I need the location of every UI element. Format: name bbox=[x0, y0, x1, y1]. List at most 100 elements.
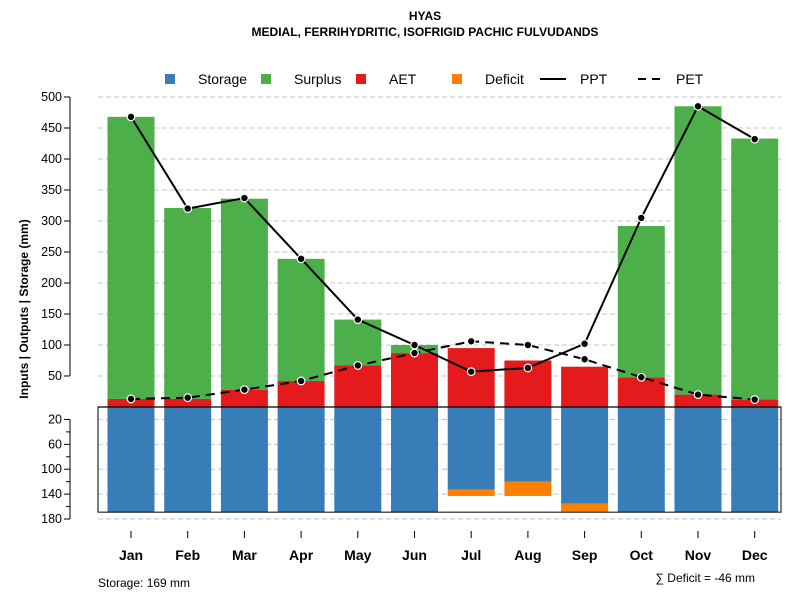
bar-aet bbox=[334, 365, 382, 407]
pet-line-point bbox=[353, 361, 363, 370]
bar-storage bbox=[731, 407, 779, 513]
y-tick-label-upper: 50 bbox=[48, 369, 62, 383]
bar-storage bbox=[447, 407, 495, 490]
legend-surplus-swatch bbox=[261, 74, 271, 84]
pet-line-point bbox=[466, 336, 476, 346]
ppt-line-point bbox=[466, 367, 476, 377]
y-tick-label-upper: 450 bbox=[41, 121, 62, 135]
y-tick-label-lower: 60 bbox=[48, 437, 62, 451]
pet-line-point bbox=[410, 348, 419, 358]
x-tick-label: Jul bbox=[461, 547, 481, 563]
ppt-line-point bbox=[183, 204, 193, 214]
x-tick-label: Mar bbox=[232, 547, 257, 563]
pet-line-point bbox=[126, 394, 136, 404]
x-tick-label: Nov bbox=[685, 547, 712, 563]
bar-storage bbox=[504, 407, 552, 482]
y-tick-label-lower: 140 bbox=[41, 487, 62, 501]
legend-storage-swatch bbox=[165, 74, 175, 84]
bar-surplus bbox=[617, 225, 665, 378]
bar-aet bbox=[674, 394, 722, 407]
y-tick-label-lower: 180 bbox=[41, 512, 62, 526]
pet-line-point bbox=[750, 395, 760, 404]
y-tick-label-upper: 500 bbox=[41, 90, 62, 104]
chart-title: HYAS bbox=[409, 9, 441, 23]
bar-aet bbox=[617, 377, 665, 407]
bar-surplus bbox=[220, 198, 268, 390]
ppt-line-point bbox=[410, 340, 419, 350]
series-lines bbox=[126, 101, 760, 404]
bar-aet bbox=[447, 348, 495, 407]
ppt-line-point bbox=[126, 112, 136, 122]
ppt-line-point bbox=[239, 193, 249, 203]
y-tick-label-upper: 250 bbox=[41, 245, 62, 259]
bar-deficit bbox=[504, 481, 552, 496]
bar-storage bbox=[674, 407, 722, 513]
y-tick-label-upper: 300 bbox=[41, 214, 62, 228]
x-tick-label: May bbox=[344, 547, 371, 563]
bar-surplus bbox=[107, 116, 155, 399]
ppt-line-point bbox=[636, 213, 646, 223]
bar-deficit bbox=[447, 489, 495, 496]
y-tick-label-upper: 350 bbox=[41, 183, 62, 197]
ppt-line-point bbox=[523, 363, 533, 373]
legend-surplus-label: Surplus bbox=[294, 71, 341, 87]
bar-aet bbox=[561, 366, 609, 407]
bar-surplus bbox=[277, 258, 325, 381]
ppt-line-point bbox=[750, 134, 760, 144]
legend-deficit-swatch bbox=[452, 74, 462, 84]
bar-storage bbox=[391, 407, 438, 513]
x-tick-label: Jan bbox=[119, 547, 143, 563]
bar-aet bbox=[391, 353, 438, 407]
pet-line bbox=[130, 340, 755, 401]
legend: Storage Surplus AET Deficit PPT PET bbox=[165, 71, 704, 87]
y-tick-label-upper: 400 bbox=[41, 152, 62, 166]
bar-storage bbox=[107, 407, 155, 513]
axes: 50 100 150 200 250 300 350 400 450 500 20 60 100 140 1… bbox=[41, 90, 768, 563]
bar-aet bbox=[164, 398, 212, 407]
bar-storage bbox=[334, 407, 382, 513]
ppt-line-point bbox=[296, 254, 306, 264]
x-tick-label: Aug bbox=[514, 547, 541, 563]
ppt-line-point bbox=[580, 339, 589, 349]
gridlines bbox=[98, 96, 781, 520]
pet-line-point bbox=[636, 372, 646, 382]
x-tick-label: Apr bbox=[289, 547, 314, 563]
legend-pet-label: PET bbox=[676, 71, 704, 87]
bars bbox=[97, 106, 782, 513]
bar-storage bbox=[277, 407, 325, 513]
storage-footer: Storage: 169 mm bbox=[98, 576, 190, 590]
bar-surplus bbox=[164, 207, 212, 399]
pet-line-point bbox=[296, 376, 306, 386]
legend-aet-label: AET bbox=[389, 71, 417, 87]
y-tick-label-lower: 100 bbox=[41, 462, 62, 476]
ppt-line bbox=[130, 104, 756, 373]
legend-storage-label: Storage bbox=[198, 71, 247, 87]
legend-deficit-label: Deficit bbox=[485, 71, 524, 87]
x-tick-label: Oct bbox=[630, 547, 654, 563]
legend-ppt-label: PPT bbox=[580, 71, 608, 87]
bar-surplus bbox=[731, 138, 779, 400]
chart-subtitle: MEDIAL, FERRIHYDRITIC, ISOFRIGID PACHIC … bbox=[252, 25, 599, 39]
pet-line-point bbox=[183, 393, 193, 403]
pet-line-point bbox=[693, 390, 703, 400]
y-tick-label-upper: 150 bbox=[41, 307, 62, 321]
bar-deficit bbox=[561, 503, 609, 512]
bar-storage bbox=[617, 407, 665, 513]
x-tick-label: Sep bbox=[572, 547, 598, 563]
pet-line-point bbox=[580, 354, 589, 364]
y-tick-label-lower: 20 bbox=[48, 412, 62, 426]
x-tick-label: Jun bbox=[402, 547, 427, 563]
bar-storage bbox=[561, 407, 609, 504]
legend-aet-swatch bbox=[356, 74, 366, 84]
x-tick-label: Feb bbox=[175, 547, 200, 563]
x-tick-label: Dec bbox=[742, 547, 768, 563]
bar-storage bbox=[220, 407, 268, 513]
pet-line-point bbox=[523, 340, 533, 350]
ppt-line-point bbox=[693, 101, 703, 111]
pet-line-point bbox=[239, 385, 249, 395]
bar-surplus bbox=[674, 106, 722, 395]
bar-aet bbox=[220, 389, 268, 407]
y-tick-label-upper: 200 bbox=[41, 276, 62, 290]
y-tick-label-upper: 100 bbox=[41, 338, 62, 352]
ppt-line-point bbox=[353, 315, 363, 324]
